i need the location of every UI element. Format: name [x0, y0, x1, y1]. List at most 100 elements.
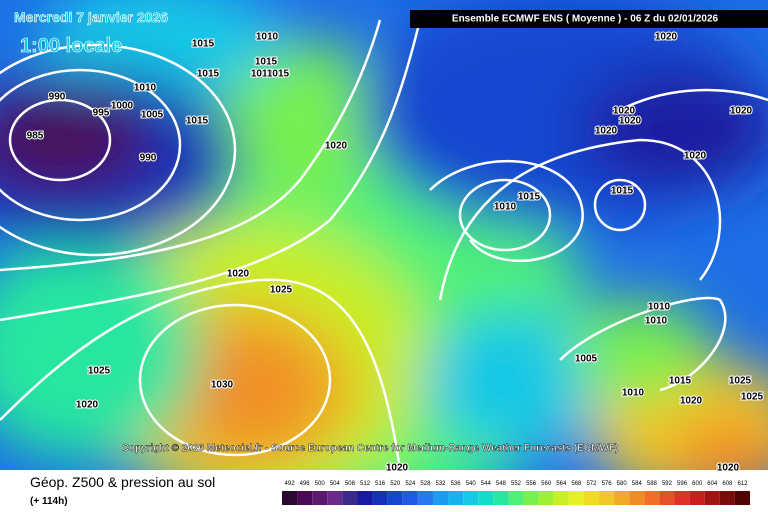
isobar-label: 1020 [680, 396, 703, 407]
scale-swatch [719, 491, 735, 505]
scale-label: 600 [692, 481, 703, 487]
scale-swatch [734, 491, 750, 505]
scale-label: 584 [632, 481, 643, 487]
scale-label: 592 [662, 481, 673, 487]
isobar-label: 1020 [655, 32, 678, 43]
isobar-label: 1015 [669, 376, 692, 387]
isobar-label: 1010 [645, 316, 668, 327]
scale-swatch [432, 491, 449, 505]
isobar-label: 1030 [211, 380, 234, 391]
isobar-label: 1010 [648, 302, 671, 313]
scale-label: 524 [405, 481, 416, 487]
isobar-label: 990 [140, 153, 157, 164]
scale-label: 508 [345, 481, 356, 487]
scale-label: 580 [617, 481, 628, 487]
isobar-label: 1020 [717, 463, 740, 474]
scale-label: 512 [360, 481, 371, 487]
isobar-label: 1015 [611, 186, 634, 197]
scale-swatch [674, 491, 690, 505]
scale-swatch [704, 491, 720, 505]
isobar-label: 1020 [684, 151, 707, 162]
lead-time: (+ 114h) [30, 496, 68, 507]
scale-swatch [553, 491, 569, 505]
isobar-label: 1020 [595, 126, 618, 137]
isobar-label: 1020 [76, 400, 99, 411]
isobar-label: 1015 [186, 116, 209, 127]
scale-label: 560 [541, 481, 552, 487]
isobar-label: 1025 [270, 285, 293, 296]
scale-swatch [659, 491, 675, 505]
scale-swatch [402, 491, 418, 505]
scale-label: 516 [375, 481, 386, 487]
legend-title: Géop. Z500 & pression au sol [30, 474, 215, 490]
isobar-label: 1015 [192, 39, 215, 50]
isobar-label: 1015 [197, 69, 220, 80]
scale-label: 492 [285, 481, 296, 487]
scale-label: 612 [737, 481, 748, 487]
isobar-label: 1010 [494, 202, 517, 213]
isobar-label: 990 [49, 92, 66, 103]
scale-swatch [538, 491, 554, 505]
scale-swatch [282, 491, 298, 505]
scale-label: 564 [556, 481, 567, 487]
isobar-label: 1010 [256, 32, 279, 43]
scale-swatch [689, 491, 705, 505]
scale-label: 552 [511, 481, 522, 487]
color-scale: 492 496 500 504 508 512 516 520 524 528 532 536 540 5… [282, 481, 750, 505]
isobar-label: 1000 [111, 101, 134, 112]
scale-swatch [372, 491, 388, 505]
isobar-label: 1020 [325, 141, 348, 152]
isobar-label: 1025 [741, 392, 764, 403]
isobar-label: 1010 [251, 69, 274, 80]
isobar-labels: 1015101010151010101510151010990995100010… [26, 31, 765, 475]
scale-label: 548 [496, 481, 507, 487]
scale-swatch [327, 491, 343, 505]
isobar-label: 1005 [141, 110, 164, 121]
isobar-label: 985 [27, 131, 44, 142]
scale-swatch [312, 491, 328, 505]
isobar-label: 1005 [575, 354, 598, 365]
scale-swatch [463, 491, 479, 505]
isobar-label: 1020 [227, 269, 250, 280]
scale-label: 540 [466, 481, 477, 487]
scale-label: 528 [420, 481, 431, 487]
model-run: Ensemble ECMWF ENS ( Moyenne ) - 06 Z du… [452, 14, 719, 25]
isobar-label: 1020 [730, 106, 753, 117]
scale-swatch [644, 491, 660, 505]
scale-label: 588 [647, 481, 658, 487]
isobar-label: 1015 [255, 57, 278, 68]
scale-label: 572 [586, 481, 597, 487]
date: Mercredi 7 janvier 2026 [14, 9, 168, 25]
scale-swatch [478, 491, 494, 505]
scale-swatch [599, 491, 615, 505]
scale-swatch [448, 491, 464, 505]
isobar-label: 1020 [386, 463, 409, 474]
isobar-label: 1010 [134, 83, 157, 94]
isobar-label: 1020 [613, 106, 636, 117]
copyright: Copyright © 2026 Meteociel.fr - Source E… [122, 443, 619, 454]
scale-swatch [568, 491, 584, 505]
scale-label: 604 [707, 481, 718, 487]
scale-label: 596 [677, 481, 688, 487]
scale-label: 504 [330, 481, 341, 487]
scale-swatch [583, 491, 600, 505]
scale-label: 568 [571, 481, 582, 487]
scale-label: 536 [451, 481, 462, 487]
scale-swatch [629, 491, 645, 505]
scale-swatch [508, 491, 524, 505]
scale-swatch [417, 491, 433, 505]
scale-label: 532 [436, 481, 447, 487]
scale-swatch [387, 491, 403, 505]
scale-label: 520 [390, 481, 401, 487]
scale-label: 500 [315, 481, 326, 487]
isobar-label: 1020 [619, 116, 642, 127]
isobar-label: 1025 [88, 366, 111, 377]
scale-swatch [297, 491, 313, 505]
scale-label: 608 [722, 481, 733, 487]
isobar-label: 995 [93, 108, 110, 119]
scale-label: 576 [602, 481, 613, 487]
isobar-label: 1015 [267, 69, 290, 80]
